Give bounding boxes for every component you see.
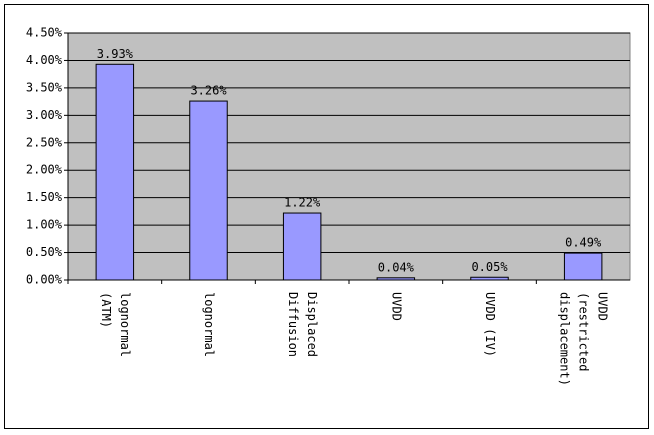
y-tick-label: 2.50% bbox=[26, 135, 63, 149]
x-tick-label: UVDD (restricted displacement) bbox=[557, 292, 610, 386]
value-label: 3.26% bbox=[190, 84, 227, 98]
y-tick-label: 0.00% bbox=[26, 273, 63, 287]
y-tick-label: 2.00% bbox=[26, 163, 63, 177]
bar bbox=[95, 63, 135, 281]
y-tick-label: 4.00% bbox=[26, 53, 63, 67]
y-tick-label: 4.50% bbox=[26, 26, 63, 40]
value-label: 1.22% bbox=[284, 196, 321, 210]
x-tick-label: lognormal bbox=[202, 292, 216, 358]
y-tick-label: 3.00% bbox=[26, 108, 63, 122]
bar bbox=[563, 252, 603, 281]
x-tick-label: lognormal (ATM) bbox=[98, 292, 132, 358]
y-tick-label: 3.50% bbox=[26, 80, 63, 94]
y-tick-label: 1.50% bbox=[26, 190, 63, 204]
bar bbox=[376, 277, 416, 281]
bar bbox=[470, 276, 509, 281]
value-label: 0.05% bbox=[471, 260, 508, 274]
x-tick-label: Displaced Diffusion bbox=[286, 292, 320, 358]
y-tick-label: 0.50% bbox=[26, 245, 63, 259]
value-label: 0.04% bbox=[378, 260, 415, 274]
x-tick-label: UVDD bbox=[389, 292, 404, 321]
value-label: 0.49% bbox=[565, 236, 602, 250]
bar bbox=[282, 212, 322, 281]
plot-area bbox=[67, 32, 631, 281]
x-tick-label: UVDD (IV) bbox=[483, 292, 497, 358]
y-tick-label: 1.00% bbox=[26, 218, 63, 232]
value-label: 3.93% bbox=[97, 47, 134, 61]
bar bbox=[189, 100, 228, 281]
